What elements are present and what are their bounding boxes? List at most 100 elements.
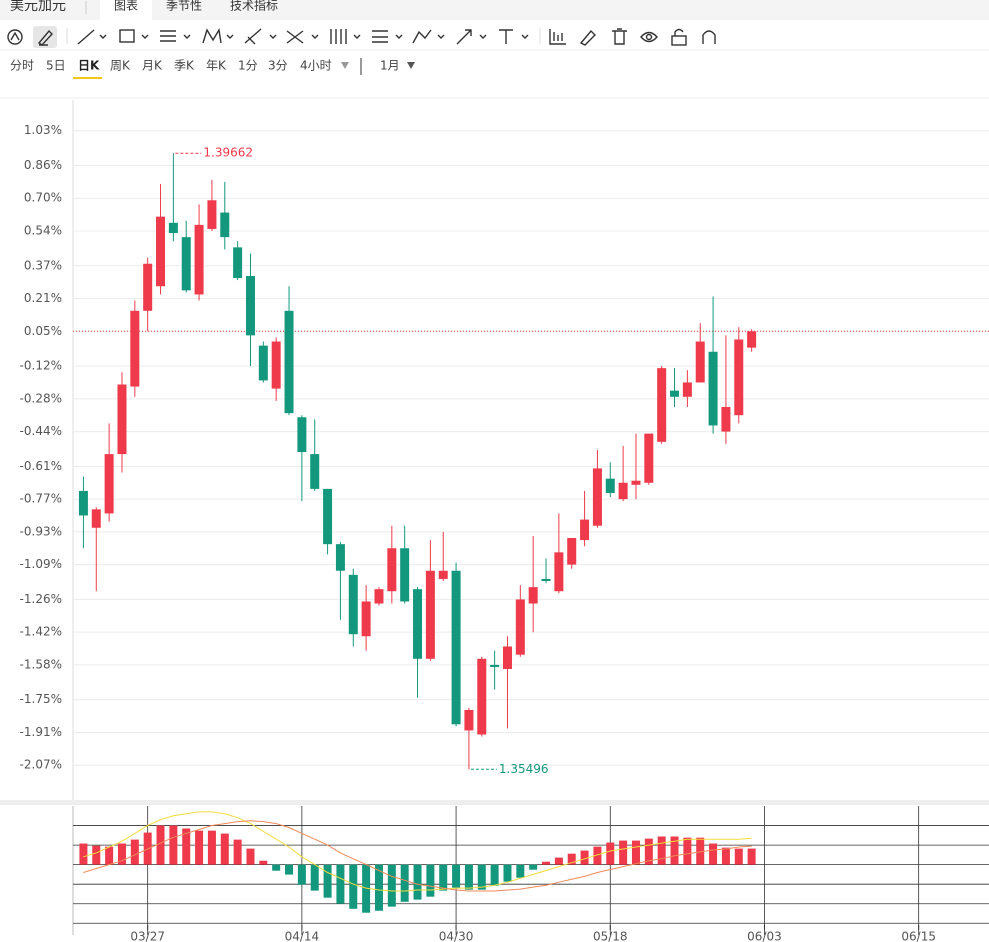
tool-icon[interactable]	[77, 29, 107, 45]
tool-icon[interactable]	[612, 28, 627, 45]
drawing-toolbar	[7, 26, 716, 48]
period[interactable]: 4小时	[300, 59, 332, 73]
tool-icon[interactable]	[160, 30, 191, 42]
macd-bar	[464, 864, 473, 890]
y-tick-label: -2.07%	[20, 758, 62, 772]
tool-icon[interactable]	[499, 29, 529, 44]
macd-line	[83, 820, 752, 892]
candle-body	[554, 552, 564, 592]
y-tick-label: -0.77%	[20, 492, 62, 506]
y-tick-label: -0.44%	[20, 424, 62, 438]
period[interactable]: 周K	[110, 59, 131, 73]
dropdown-arrow[interactable]	[341, 62, 349, 69]
candle-body	[361, 601, 371, 637]
macd-bar	[631, 840, 640, 865]
macd-bar	[336, 864, 345, 904]
candle-body	[580, 519, 590, 541]
y-tick-label: -1.91%	[20, 725, 62, 739]
active-tab[interactable]	[100, 0, 152, 20]
annotation: 1.35496	[499, 762, 549, 776]
period[interactable]: 分时	[10, 59, 34, 73]
macd-bar	[683, 837, 692, 865]
y-tick-label: -1.09%	[20, 557, 62, 571]
period-selected[interactable]: 日K	[78, 59, 100, 73]
candle-body	[374, 589, 384, 604]
candle-body	[310, 454, 320, 489]
macd-bar	[696, 837, 705, 865]
period[interactable]: 月K	[142, 59, 163, 73]
tool-icon[interactable]	[119, 29, 149, 43]
tab[interactable]: 技术指标	[230, 0, 278, 13]
tool-icon[interactable]	[671, 28, 687, 46]
tool-icon[interactable]	[640, 31, 658, 43]
candle-body	[708, 351, 718, 426]
candle-body	[400, 548, 410, 602]
candle-body	[168, 222, 178, 234]
candle-body	[156, 216, 166, 287]
y-tick-label: 0.54%	[24, 223, 62, 237]
tool-icon[interactable]	[579, 29, 596, 46]
tool-icon[interactable]	[330, 29, 361, 44]
period-bar: 分时 5日 日K 周K 月K 季K 年K 1分 3分 4小时 1月	[10, 58, 415, 79]
tool-icon[interactable]	[702, 30, 716, 44]
macd-bar	[117, 843, 126, 865]
candle-body	[117, 384, 127, 455]
period[interactable]: 年K	[206, 59, 227, 73]
tool-icon[interactable]	[549, 29, 566, 45]
macd-bar	[387, 864, 396, 907]
period[interactable]: 1分	[238, 59, 258, 73]
candle-body	[721, 407, 731, 432]
candle-body	[425, 570, 435, 659]
macd-bar	[734, 848, 743, 865]
macd-line	[83, 811, 752, 892]
macd-bar	[413, 864, 422, 900]
macd-bar	[721, 847, 730, 865]
dropdown-arrow[interactable]	[407, 62, 415, 69]
y-tick-label: -0.61%	[20, 459, 62, 473]
y-tick-label: 0.05%	[24, 324, 62, 338]
tool-icon[interactable]	[37, 29, 53, 46]
candle-body	[528, 587, 538, 604]
tool-icon[interactable]	[372, 30, 403, 43]
candle-body	[592, 468, 602, 526]
candle-body	[502, 646, 512, 670]
period[interactable]: 季K	[174, 59, 195, 73]
y-tick-label: -1.75%	[20, 692, 62, 706]
candle-body	[695, 341, 705, 383]
macd-bar	[580, 850, 589, 865]
candle-body	[323, 488, 333, 545]
tool-icon[interactable]	[456, 29, 487, 45]
macd-bar	[490, 864, 499, 886]
y-tick-label: -1.26%	[20, 592, 62, 606]
candle-body	[734, 339, 744, 416]
range-select[interactable]: 1月	[380, 59, 400, 73]
macd-bar	[195, 830, 204, 865]
tab[interactable]: 图表	[114, 0, 138, 13]
macd-bar	[220, 833, 229, 865]
tool-icon[interactable]	[286, 30, 319, 44]
tool-icon[interactable]	[412, 29, 445, 44]
candle-body	[233, 247, 243, 279]
candle-body	[747, 331, 757, 348]
candle-body	[78, 490, 88, 516]
y-tick-label: -1.42%	[20, 625, 62, 639]
macd-bar	[709, 843, 718, 865]
candle-body	[451, 570, 461, 725]
tool-icon[interactable]	[244, 28, 277, 45]
candle-body	[682, 382, 692, 397]
y-tick-label: 0.37%	[24, 258, 62, 272]
instrument-title: 美元加元	[10, 0, 66, 14]
y-tick-label: -0.12%	[20, 359, 62, 373]
period[interactable]: 5日	[46, 59, 66, 73]
candle-body	[245, 276, 255, 336]
period[interactable]: 3分	[268, 59, 288, 73]
tab[interactable]: 季节性	[166, 0, 202, 13]
macd-bar	[439, 864, 448, 891]
macd-bar	[207, 830, 216, 865]
tool-icon[interactable]	[7, 29, 23, 45]
x-tick-label: 04/30	[439, 930, 474, 942]
macd-bar	[554, 857, 563, 865]
macd-bar	[182, 828, 191, 865]
tool-icon[interactable]	[202, 27, 234, 44]
